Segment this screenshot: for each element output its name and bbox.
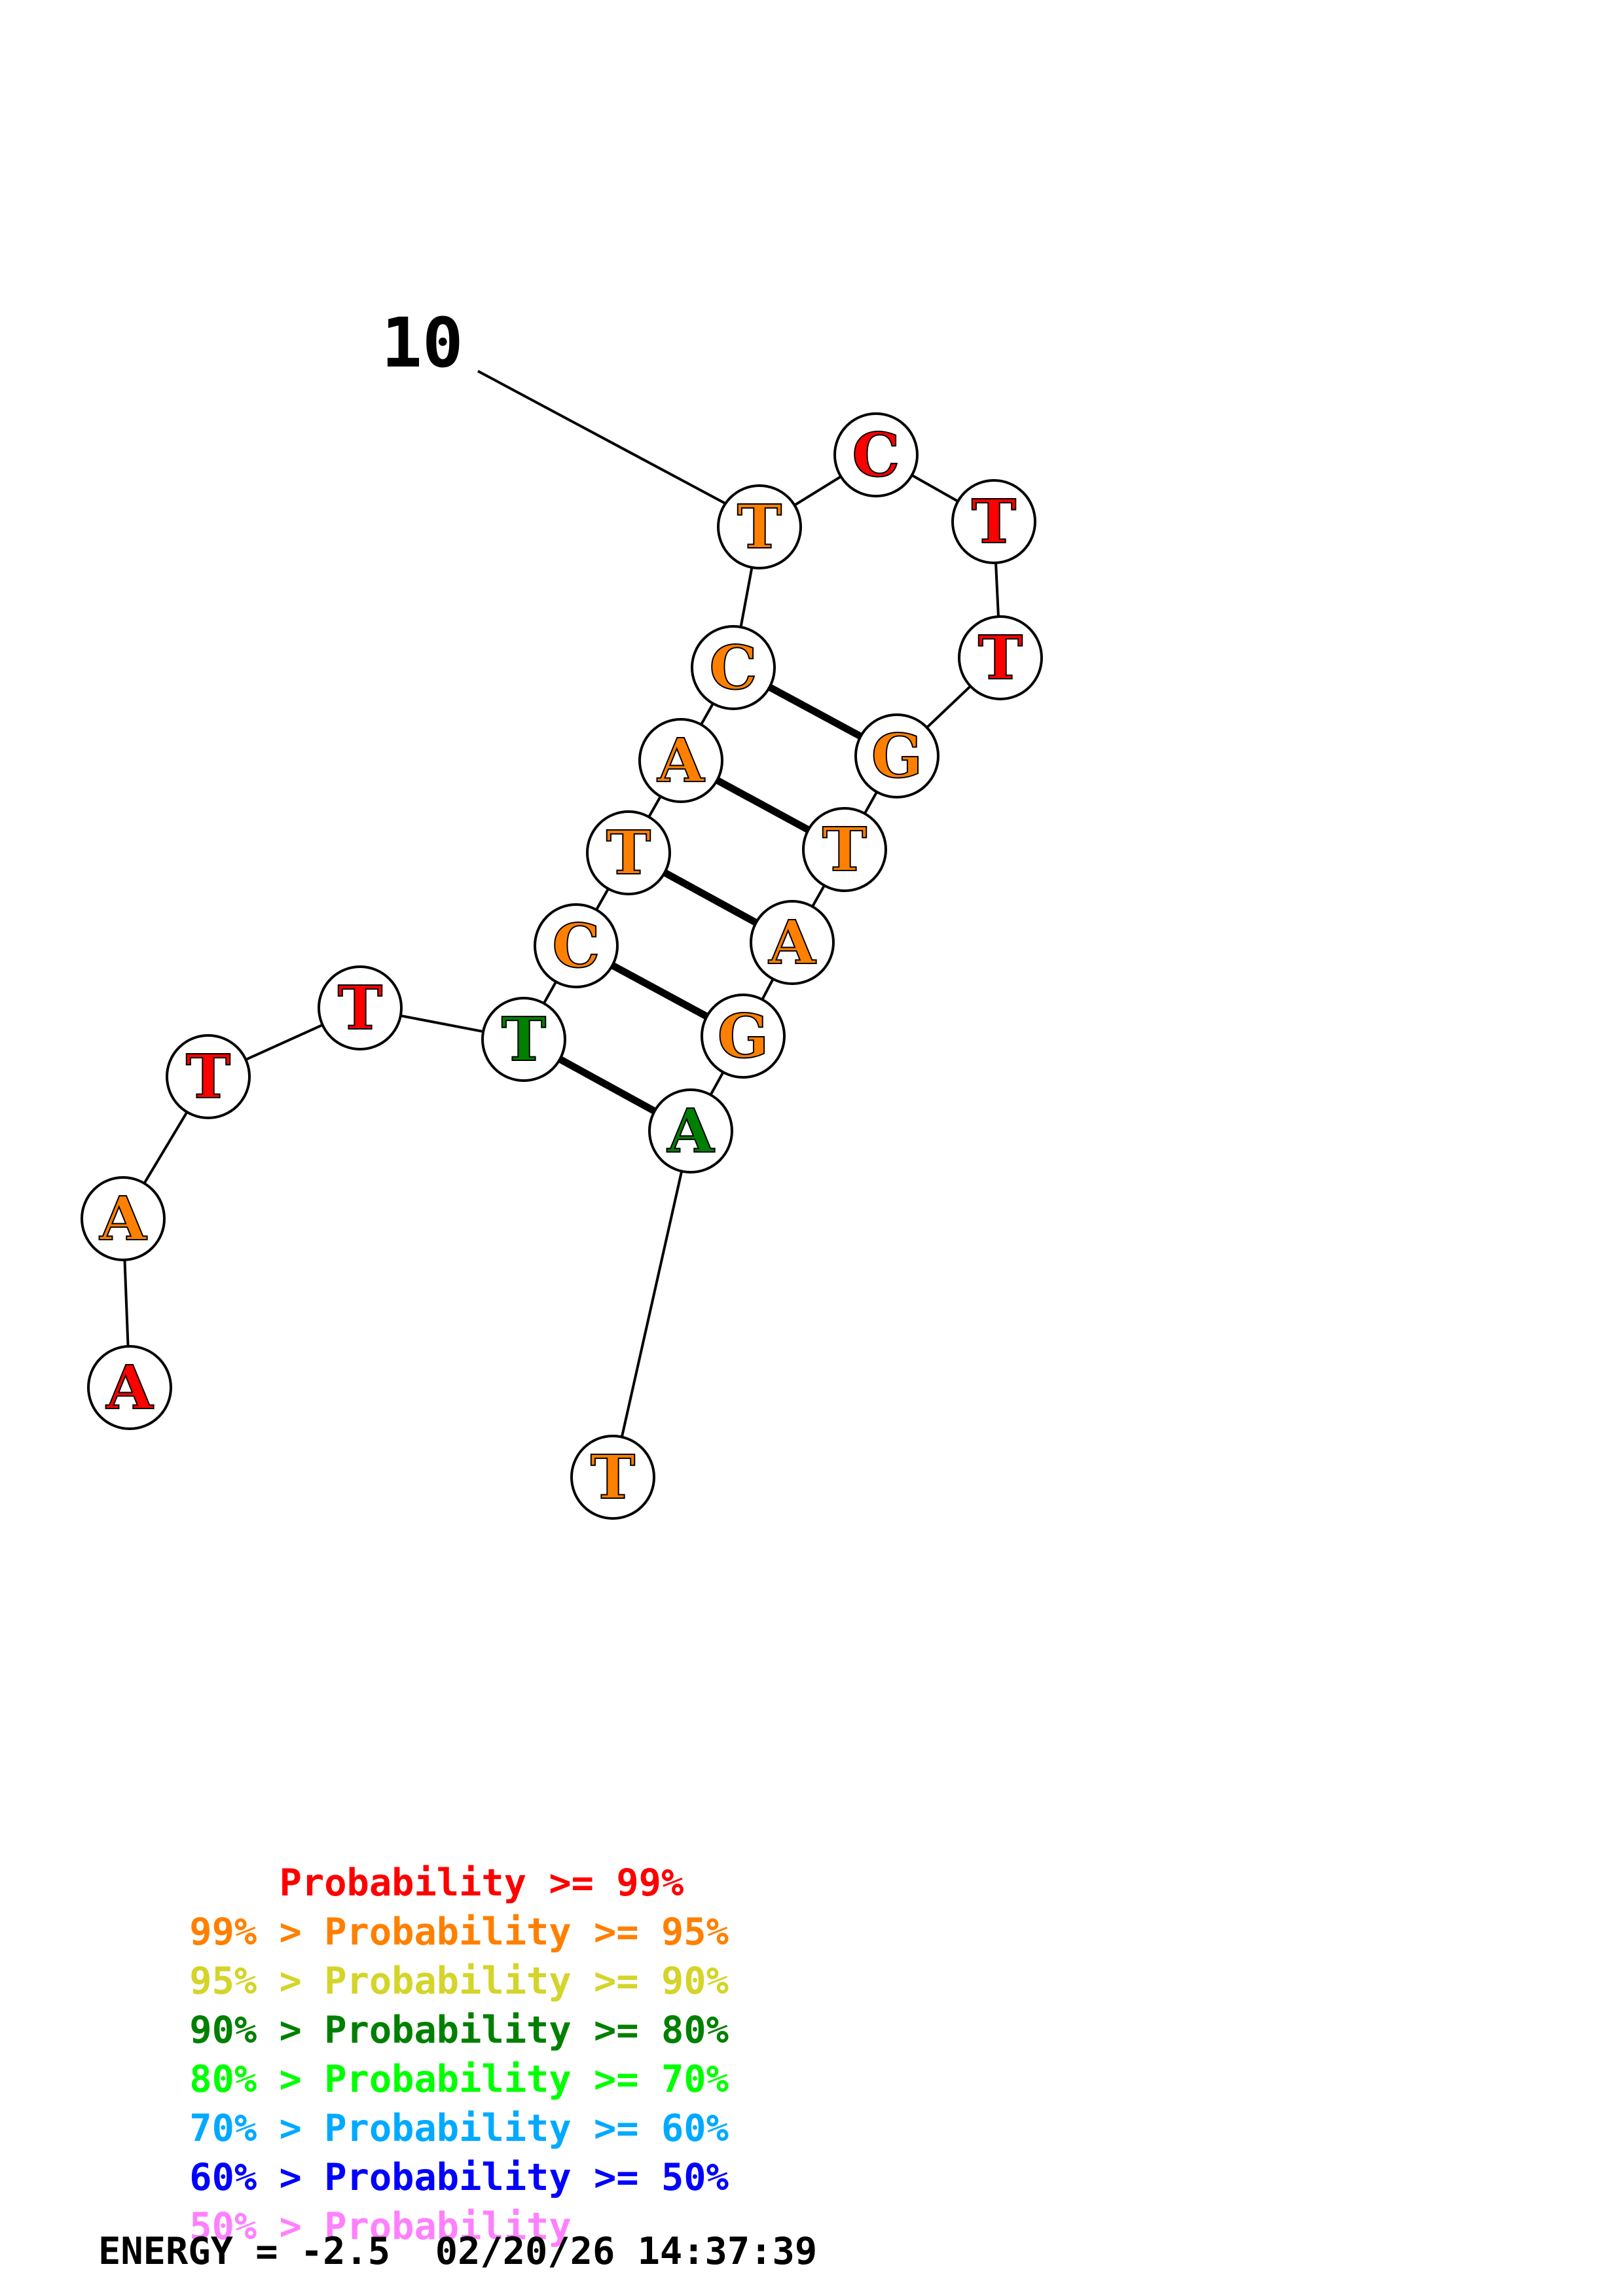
nucleotide-circle: [691, 625, 776, 710]
nucleotide-circle: [854, 713, 939, 798]
nucleotide-2: A: [81, 1176, 166, 1261]
nucleotide-circle: [701, 994, 786, 1079]
nucleotide-base-label: A: [666, 1096, 715, 1166]
nucleotide-base-label: A: [657, 725, 705, 796]
nucleotide-15: T: [802, 807, 887, 892]
nucleotide-18: A: [648, 1088, 733, 1174]
nucleotide-circle: [638, 718, 723, 803]
nucleotide-1: A: [87, 1345, 172, 1430]
nucleotide-base-label: T: [737, 492, 782, 562]
nucleotide-base-label: C: [852, 420, 900, 490]
nucleotide-base-label: G: [718, 1001, 769, 1071]
nucleotide-base-label: A: [105, 1352, 154, 1423]
nucleotide-circle: [750, 900, 835, 985]
nucleotide-circle: [481, 997, 566, 1082]
nucleotide-base-label: T: [591, 1442, 635, 1513]
index-tick-line: [477, 370, 731, 507]
nucleotide-circle: [81, 1176, 166, 1261]
nucleotide-19: T: [570, 1435, 655, 1520]
nucleotide-base-label: T: [186, 1041, 230, 1112]
nucleotide-base-label: A: [768, 907, 816, 978]
nucleotide-base-label: T: [978, 622, 1023, 693]
nucleotide-11: C: [833, 412, 919, 497]
nucleotide-12: T: [951, 479, 1036, 564]
nucleotide-4: T: [318, 965, 403, 1050]
nucleotide-base-label: T: [822, 814, 867, 885]
nucleotide-base-label: T: [501, 1004, 546, 1075]
nucleotide-base-label: A: [99, 1183, 147, 1254]
nucleotide-16: A: [750, 900, 835, 985]
nucleotide-base-label: G: [871, 721, 923, 791]
nucleotide-base-label: T: [972, 486, 1016, 557]
nucleotide-base-label: C: [552, 910, 600, 981]
nucleotide-5: T: [481, 997, 566, 1082]
nucleotide-circle: [166, 1034, 251, 1119]
nucleotide-9: C: [691, 625, 776, 710]
nucleotide-base-label: T: [606, 817, 651, 888]
index-label-layer: 10: [381, 303, 731, 507]
nucleotide-8: A: [638, 718, 723, 803]
nucleotide-10: T: [717, 484, 802, 569]
nucleotide-14: G: [854, 713, 939, 798]
nucleotide-17: G: [701, 994, 786, 1079]
nucleotide-circle: [833, 412, 919, 497]
nucleotide-6: C: [534, 903, 619, 988]
nucleotide-13: T: [958, 615, 1043, 700]
nucleotide-circle: [958, 615, 1043, 700]
nucleotide-circle: [534, 903, 619, 988]
nucleotide-circle: [717, 484, 802, 569]
index-label-10: 10: [381, 303, 463, 383]
nucleotide-circle: [648, 1088, 733, 1174]
nucleotide-base-label: T: [338, 973, 382, 1043]
nucleotide-circle: [586, 810, 671, 895]
nucleotide-circle: [951, 479, 1036, 564]
nucleotide-3: T: [166, 1034, 251, 1119]
nucleotide-7: T: [586, 810, 671, 895]
nucleotide-circle: [87, 1345, 172, 1430]
nucleotide-circle: [318, 965, 403, 1050]
backbone-link: [611, 1130, 692, 1478]
nucleotide-circle: [802, 807, 887, 892]
nucleotide-base-label: C: [709, 632, 757, 703]
nucleotide-circle: [570, 1435, 655, 1520]
